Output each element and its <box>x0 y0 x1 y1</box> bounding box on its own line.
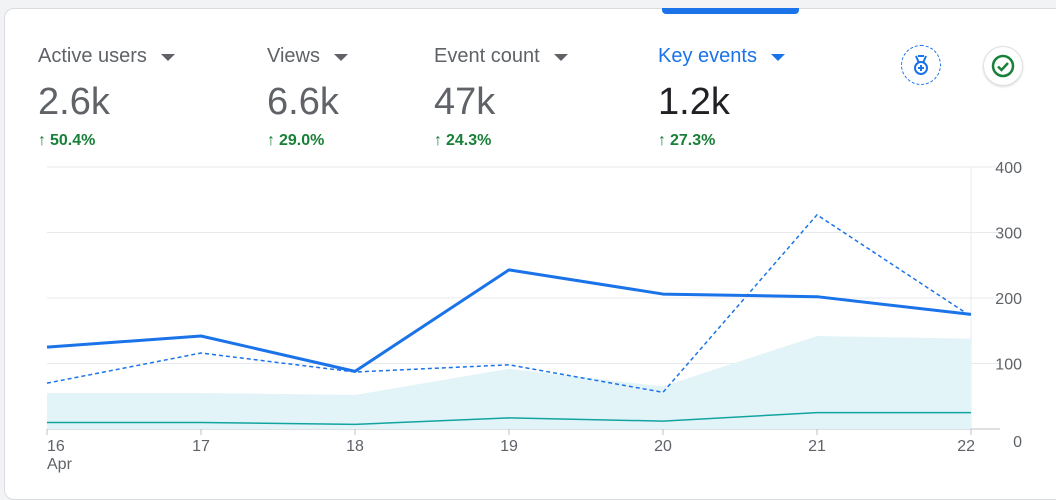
metric-label-dropdown[interactable]: Key events <box>658 42 785 70</box>
metric-value: 2.6k <box>38 81 110 123</box>
metric-change-value: 50.4% <box>50 132 96 149</box>
line-chart: 0 100 200 300 400 16 17 18 19 20 21 22 Apr <box>46 160 1022 473</box>
medal-badge-icon[interactable] <box>901 45 941 85</box>
metric-views[interactable]: Views 6.6k ↑ 29.0% <box>267 42 348 150</box>
x-tick-sublabel: Apr <box>47 456 73 473</box>
y-tick-label: 400 <box>995 160 1022 177</box>
y-tick-label: 300 <box>995 226 1022 243</box>
metric-event-count[interactable]: Event count 47k ↑ 24.3% <box>434 42 568 150</box>
metric-change: ↑ 27.3% <box>658 132 785 150</box>
arrow-up-icon: ↑ <box>658 132 666 149</box>
x-tick-label: 18 <box>346 438 364 455</box>
x-tick-label: 17 <box>192 438 210 455</box>
metric-label: Views <box>267 44 320 67</box>
x-tick-label: 21 <box>808 438 826 455</box>
metric-change: ↑ 29.0% <box>267 132 348 150</box>
dashed-series-line <box>46 213 972 394</box>
caret-down-icon[interactable] <box>770 53 785 61</box>
metric-label-dropdown[interactable]: Views <box>267 42 348 70</box>
metric-change-value: 27.3% <box>670 132 716 149</box>
x-tick-label: 16 <box>47 438 65 455</box>
x-tick-label: 22 <box>957 438 975 455</box>
y-tick-label: 100 <box>995 357 1022 374</box>
solid-series-line <box>46 268 972 373</box>
y-tick-label: 200 <box>995 291 1022 308</box>
metric-value: 47k <box>434 81 496 123</box>
metric-label: Key events <box>658 44 757 67</box>
arrow-up-icon: ↑ <box>38 132 46 149</box>
check-circle-icon[interactable] <box>983 46 1023 86</box>
metric-value: 1.2k <box>658 81 730 123</box>
caret-down-icon[interactable] <box>160 53 175 61</box>
x-tick-label: 20 <box>654 438 672 455</box>
y-tick-label: 0 <box>1013 434 1022 451</box>
metric-change: ↑ 24.3% <box>434 132 568 150</box>
metric-label: Active users <box>38 44 147 67</box>
caret-down-icon[interactable] <box>334 53 348 61</box>
selected-tab-indicator <box>662 8 799 14</box>
metric-label-dropdown[interactable]: Event count <box>434 42 568 70</box>
caret-down-icon[interactable] <box>553 53 568 61</box>
metric-change: ↑ 50.4% <box>38 132 175 150</box>
metric-key-events[interactable]: Key events 1.2k ↑ 27.3% <box>658 42 785 150</box>
teal-series-line <box>47 411 971 426</box>
metric-change-value: 24.3% <box>446 132 492 149</box>
metric-active-users[interactable]: Active users 2.6k ↑ 50.4% <box>38 42 175 150</box>
metric-change-value: 29.0% <box>279 132 325 149</box>
arrow-up-icon: ↑ <box>434 132 442 149</box>
area-series <box>47 335 971 429</box>
arrow-up-icon: ↑ <box>267 132 275 149</box>
x-tick-label: 19 <box>500 438 518 455</box>
metric-label-dropdown[interactable]: Active users <box>38 42 175 70</box>
metric-label: Event count <box>434 44 540 67</box>
metric-value: 6.6k <box>267 81 339 123</box>
